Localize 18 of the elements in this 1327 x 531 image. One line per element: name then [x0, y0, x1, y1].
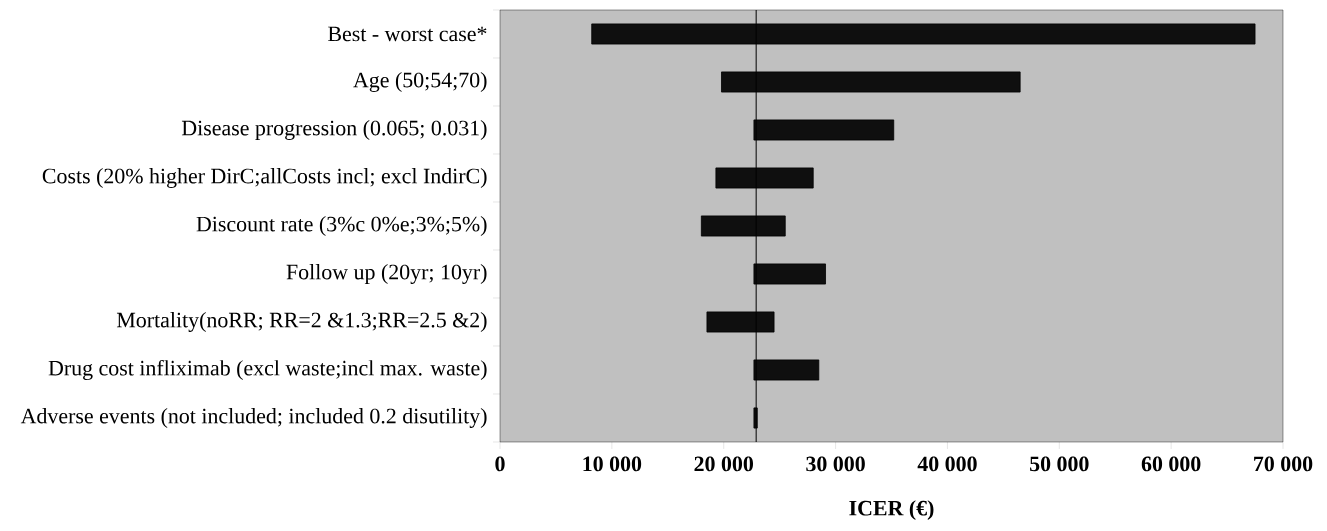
y-tick-label: Drug cost infliximab (excl waste;incl max. waste): [48, 359, 487, 381]
y-tick-label: Age (50;54;70): [353, 72, 487, 92]
x-axis-title: ICER (€): [849, 500, 934, 521]
x-tick-label: 60 000: [1141, 456, 1201, 472]
x-tick-label: 30 000: [806, 456, 865, 472]
x-tick-label: 40 000: [917, 456, 977, 472]
x-tick-label: 0: [495, 456, 505, 472]
y-tick-label: Adverse events (not included; included 0.2 disutility): [20, 408, 487, 428]
x-tick-label: 70 000: [1254, 456, 1313, 472]
y-tick-label: Mortality(noRR; RR=2 &1.3;RR=2.5 &2): [116, 312, 487, 332]
x-tick-label: 10 000: [583, 456, 642, 472]
y-tick-label: Costs (20% higher DirC;allCosts incl; excl IndirC): [42, 168, 487, 188]
x-tick-label: 20 000: [694, 456, 754, 472]
x-tick-label: 50 000: [1030, 456, 1089, 472]
y-tick-label: Follow up (20yr; 10yr): [286, 264, 487, 284]
y-tick-label: Disease progression (0.065; 0.031): [181, 120, 487, 140]
y-tick-label: Best - worst case*: [328, 26, 487, 42]
y-tick-label: Discount rate (3%c 0%e;3%;5%): [196, 216, 487, 236]
